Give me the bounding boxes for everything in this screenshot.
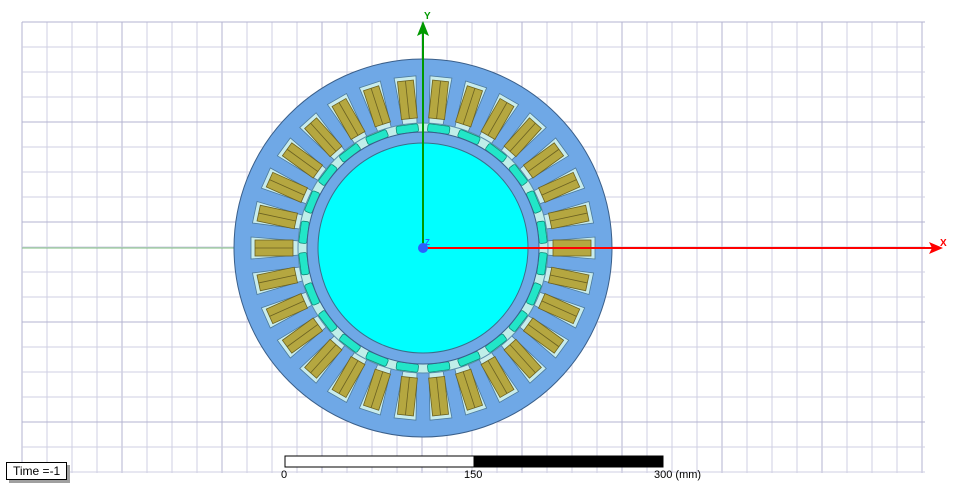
coil-divider bbox=[370, 371, 384, 408]
coil-divider bbox=[258, 212, 296, 222]
coil-divider bbox=[487, 360, 508, 394]
coil-divider bbox=[509, 122, 536, 152]
coil-divider bbox=[258, 274, 296, 284]
coil-divider bbox=[405, 80, 410, 119]
stator-slot[interactable] bbox=[425, 370, 453, 421]
coil-divider bbox=[310, 344, 337, 374]
coil-divider bbox=[370, 88, 384, 125]
stator-slot[interactable] bbox=[532, 167, 586, 208]
coil-divider bbox=[527, 148, 560, 172]
coil-divider bbox=[310, 122, 337, 152]
scale-bar bbox=[284, 455, 664, 468]
stator-slot[interactable] bbox=[251, 200, 304, 232]
stator-slot[interactable] bbox=[299, 333, 348, 384]
stator-slot[interactable] bbox=[326, 92, 370, 147]
coil-divider bbox=[269, 179, 305, 196]
coil-divider bbox=[286, 148, 319, 172]
coil-divider bbox=[405, 377, 410, 416]
coil-divider bbox=[550, 212, 588, 222]
scale-tick-300: 300 (mm) bbox=[654, 469, 702, 481]
coil-divider bbox=[550, 274, 588, 284]
x-axis-label: X bbox=[940, 238, 947, 249]
stator-slot[interactable] bbox=[393, 370, 421, 421]
coil-divider bbox=[436, 80, 441, 119]
scale-bar-black-segment bbox=[473, 455, 664, 468]
stator-slot[interactable] bbox=[251, 263, 304, 296]
stator-slot[interactable] bbox=[250, 236, 300, 260]
y-axis-label: Y bbox=[424, 11, 431, 22]
stator-slots[interactable] bbox=[250, 75, 596, 421]
stator-slot[interactable] bbox=[358, 80, 395, 133]
coil-divider bbox=[527, 324, 560, 348]
coil-divider bbox=[338, 102, 359, 136]
stator-slot[interactable] bbox=[542, 200, 595, 232]
stator-slot[interactable] bbox=[475, 350, 520, 404]
x-axis-arrow bbox=[929, 242, 943, 254]
origin-marker bbox=[418, 243, 428, 253]
stator-slot[interactable] bbox=[542, 263, 595, 296]
time-indicator: Time =-1 bbox=[6, 462, 68, 480]
stator-slot[interactable] bbox=[276, 312, 329, 359]
coil-divider bbox=[541, 179, 577, 196]
scale-tick-150: 150 bbox=[464, 469, 483, 481]
coil-divider bbox=[462, 371, 476, 408]
coil-divider bbox=[509, 344, 536, 374]
stator-slot[interactable] bbox=[425, 75, 453, 126]
coil-divider bbox=[286, 324, 319, 348]
stator-slot[interactable] bbox=[498, 333, 547, 384]
z-axis-label: Z bbox=[425, 238, 430, 247]
coil-divider bbox=[269, 300, 305, 317]
scale-tick-0: 0 bbox=[281, 469, 288, 481]
coil-divider bbox=[487, 102, 508, 136]
coordinate-axes: X Y Z bbox=[417, 11, 947, 254]
coil-divider bbox=[462, 88, 476, 125]
coil-divider bbox=[338, 360, 359, 394]
scale-bar-white-segment bbox=[284, 455, 475, 468]
coil-divider bbox=[436, 377, 441, 416]
stator-slot[interactable] bbox=[517, 137, 570, 184]
y-axis-arrow bbox=[417, 21, 429, 36]
coil-divider bbox=[541, 300, 577, 317]
